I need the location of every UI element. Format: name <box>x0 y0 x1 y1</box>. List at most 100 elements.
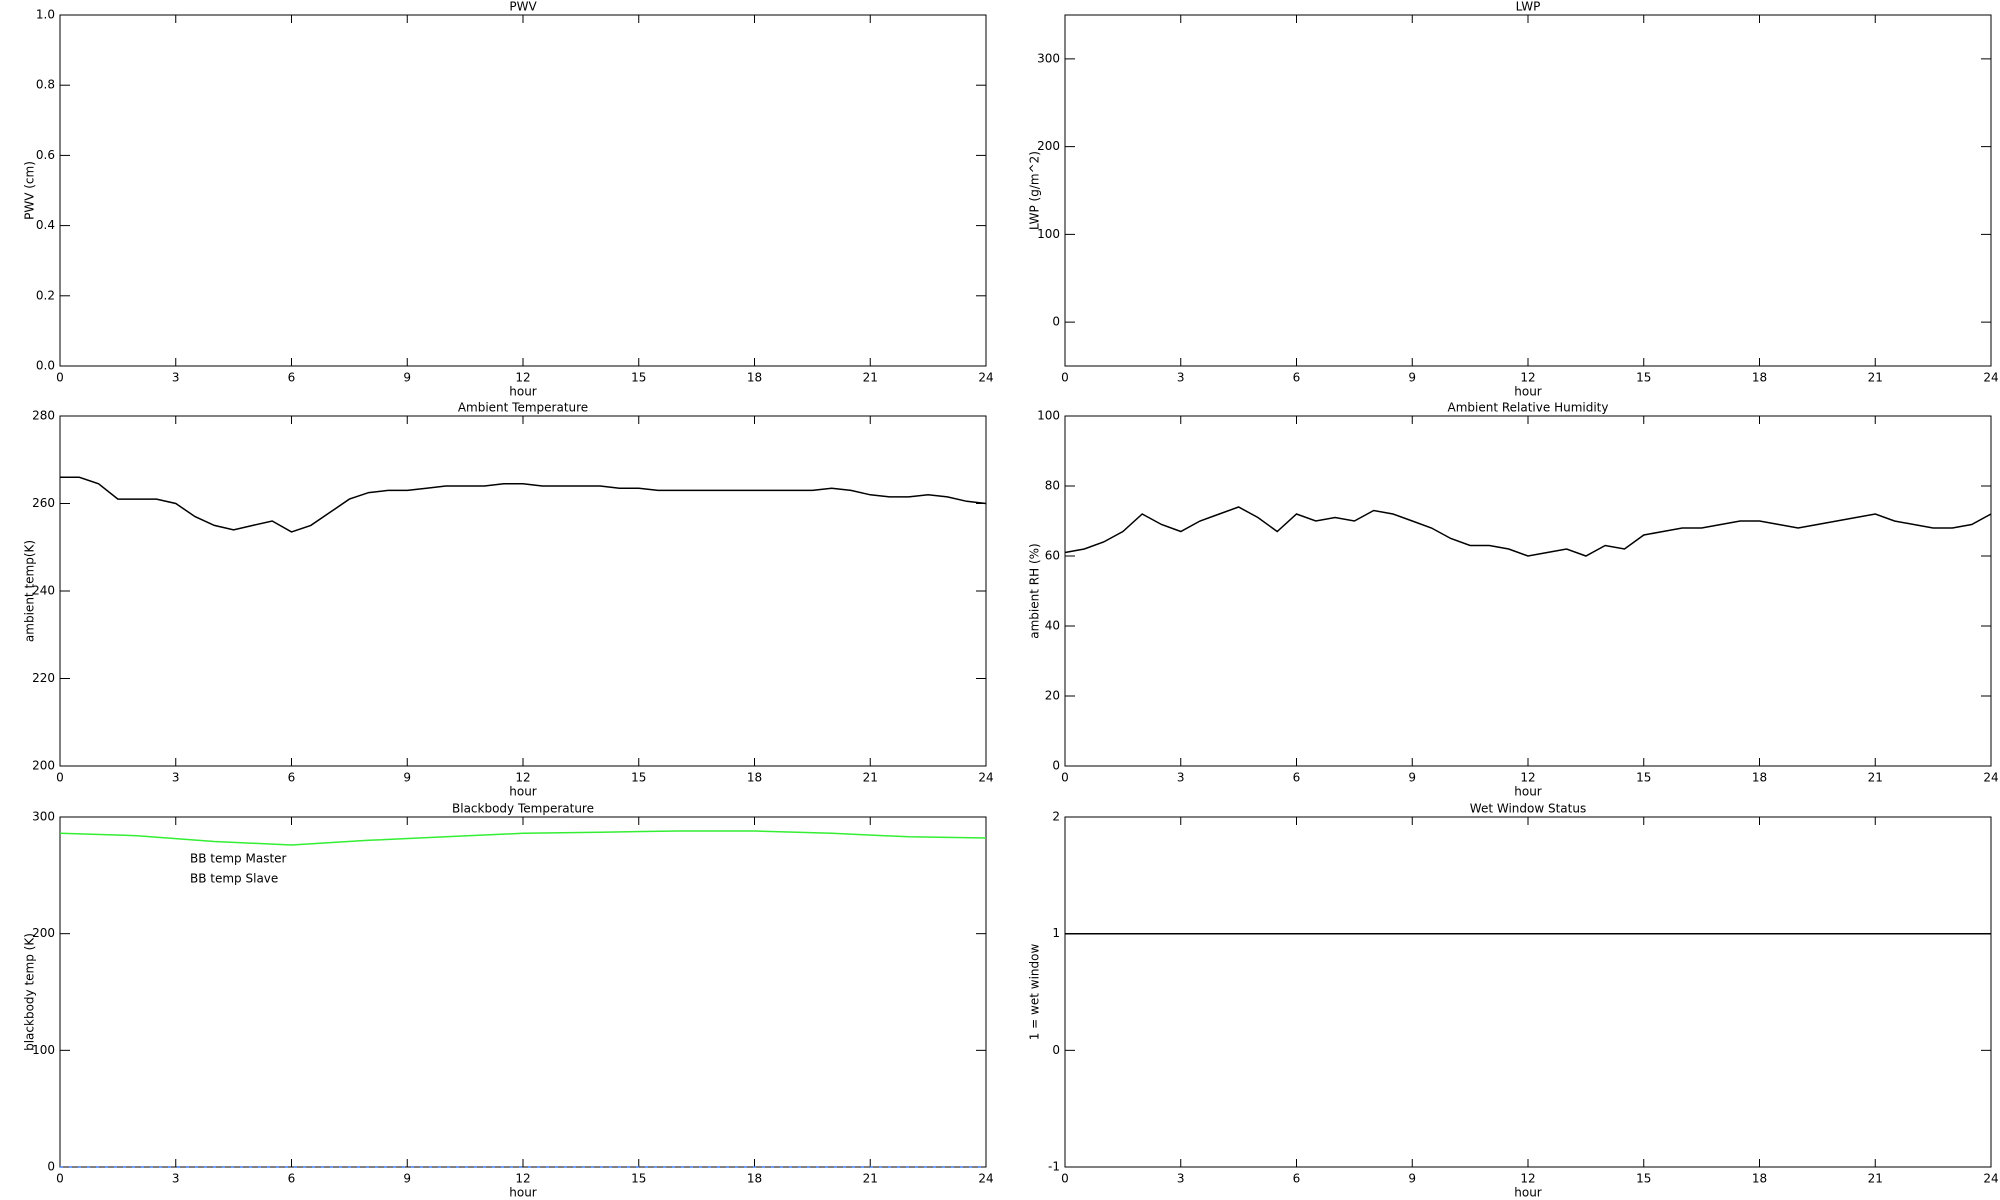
y-tick-label: 0 <box>47 1160 55 1174</box>
x-tick-label: 18 <box>747 771 762 785</box>
x-tick-label: 6 <box>288 771 296 785</box>
x-tick-label: 21 <box>863 1172 878 1186</box>
x-tick-label: 24 <box>1983 371 1998 385</box>
legend-entry: BB temp Slave <box>190 872 278 886</box>
chart-title: Ambient Temperature <box>458 401 588 415</box>
y-axis-label: PWV (cm) <box>23 161 37 220</box>
plot-frame <box>59 816 987 1168</box>
x-axis-label: hour <box>1514 785 1542 799</box>
y-tick-label: 280 <box>32 409 55 423</box>
y-tick-label: 2 <box>1052 810 1060 824</box>
y-tick-label: 0.2 <box>36 288 55 302</box>
plot-frame <box>59 14 987 367</box>
x-tick-label: 15 <box>631 1172 646 1186</box>
x-tick-label: 6 <box>288 371 296 385</box>
x-tick-label: 12 <box>1520 771 1535 785</box>
plot-frame <box>59 415 987 767</box>
y-tick-label: 0.8 <box>36 78 55 92</box>
y-tick-label: 0.4 <box>36 218 55 232</box>
chart-title: PWV <box>509 0 537 14</box>
x-tick-label: 24 <box>978 371 993 385</box>
x-tick-label: 18 <box>1752 371 1767 385</box>
y-axis-label: 1 = wet window <box>1028 944 1042 1041</box>
x-tick-label: 15 <box>631 771 646 785</box>
x-axis-label: hour <box>509 1186 537 1200</box>
x-tick-label: 9 <box>1408 771 1416 785</box>
y-tick-label: 40 <box>1045 619 1060 633</box>
y-tick-label: 0 <box>1052 1043 1060 1057</box>
x-tick-label: 9 <box>403 371 411 385</box>
x-tick-label: 9 <box>403 1172 411 1186</box>
data-line <box>60 476 987 533</box>
x-tick-label: 18 <box>747 371 762 385</box>
x-axis-label: hour <box>1514 385 1542 399</box>
x-tick-label: 24 <box>978 1172 993 1186</box>
x-tick-label: 18 <box>1752 1172 1767 1186</box>
x-tick-label: 3 <box>1177 771 1185 785</box>
y-tick-label: 0.6 <box>36 148 55 162</box>
y-tick-label: -1 <box>1048 1160 1060 1174</box>
x-tick-label: 24 <box>1983 771 1998 785</box>
x-tick-label: 18 <box>747 1172 762 1186</box>
y-tick-label: 100 <box>1037 227 1060 241</box>
x-tick-label: 12 <box>515 771 530 785</box>
x-tick-label: 0 <box>56 771 64 785</box>
x-tick-label: 3 <box>172 1172 180 1186</box>
y-tick-label: 200 <box>32 926 55 940</box>
x-tick-label: 0 <box>56 1172 64 1186</box>
x-tick-label: 6 <box>288 1172 296 1186</box>
y-tick-label: 80 <box>1045 479 1060 493</box>
y-tick-label: 260 <box>32 496 55 510</box>
y-tick-label: 200 <box>32 759 55 773</box>
y-tick-label: 300 <box>1037 51 1060 65</box>
x-tick-label: 3 <box>172 371 180 385</box>
data-line <box>1064 506 1992 557</box>
x-tick-label: 3 <box>1177 1172 1185 1186</box>
y-tick-label: 1 <box>1052 926 1060 940</box>
y-axis-label: ambient temp(K) <box>23 540 37 642</box>
plot-frame <box>1064 415 1992 767</box>
y-tick-label: 1.0 <box>36 8 55 22</box>
y-axis-label: blackbody temp (K) <box>23 933 37 1051</box>
x-tick-label: 9 <box>1408 1172 1416 1186</box>
x-tick-label: 9 <box>403 771 411 785</box>
x-tick-label: 0 <box>1061 771 1069 785</box>
x-tick-label: 12 <box>515 371 530 385</box>
x-tick-label: 0 <box>1061 371 1069 385</box>
chart-title: Blackbody Temperature <box>452 802 594 816</box>
chart-title: Wet Window Status <box>1470 802 1586 816</box>
chart-title: Ambient Relative Humidity <box>1448 401 1609 415</box>
data-line <box>59 830 987 846</box>
x-tick-label: 3 <box>1177 371 1185 385</box>
x-axis-label: hour <box>509 385 537 399</box>
y-axis-label: LWP (g/m^2) <box>1028 151 1042 230</box>
x-axis-label: hour <box>509 785 537 799</box>
y-tick-label: 240 <box>32 584 55 598</box>
y-tick-label: 220 <box>32 671 55 685</box>
y-tick-label: 20 <box>1045 689 1060 703</box>
y-tick-label: 0 <box>1052 315 1060 329</box>
y-tick-label: 60 <box>1045 549 1060 563</box>
y-tick-label: 0 <box>1052 759 1060 773</box>
x-tick-label: 15 <box>1636 371 1651 385</box>
y-axis-label: ambient RH (%) <box>1028 543 1042 638</box>
x-tick-label: 12 <box>1520 1172 1535 1186</box>
y-tick-label: 0.0 <box>36 359 55 373</box>
x-tick-label: 3 <box>172 771 180 785</box>
x-tick-label: 21 <box>863 771 878 785</box>
x-tick-label: 6 <box>1293 1172 1301 1186</box>
x-tick-label: 12 <box>515 1172 530 1186</box>
x-tick-label: 21 <box>1868 1172 1883 1186</box>
x-tick-label: 0 <box>1061 1172 1069 1186</box>
x-tick-label: 6 <box>1293 771 1301 785</box>
plot-frame <box>1064 816 1992 1168</box>
x-tick-label: 0 <box>56 371 64 385</box>
y-tick-label: 300 <box>32 810 55 824</box>
y-tick-label: 200 <box>1037 139 1060 153</box>
legend-entry: BB temp Master <box>190 852 287 866</box>
x-tick-label: 15 <box>1636 1172 1651 1186</box>
x-tick-label: 21 <box>1868 771 1883 785</box>
x-tick-label: 24 <box>978 771 993 785</box>
x-tick-label: 21 <box>863 371 878 385</box>
